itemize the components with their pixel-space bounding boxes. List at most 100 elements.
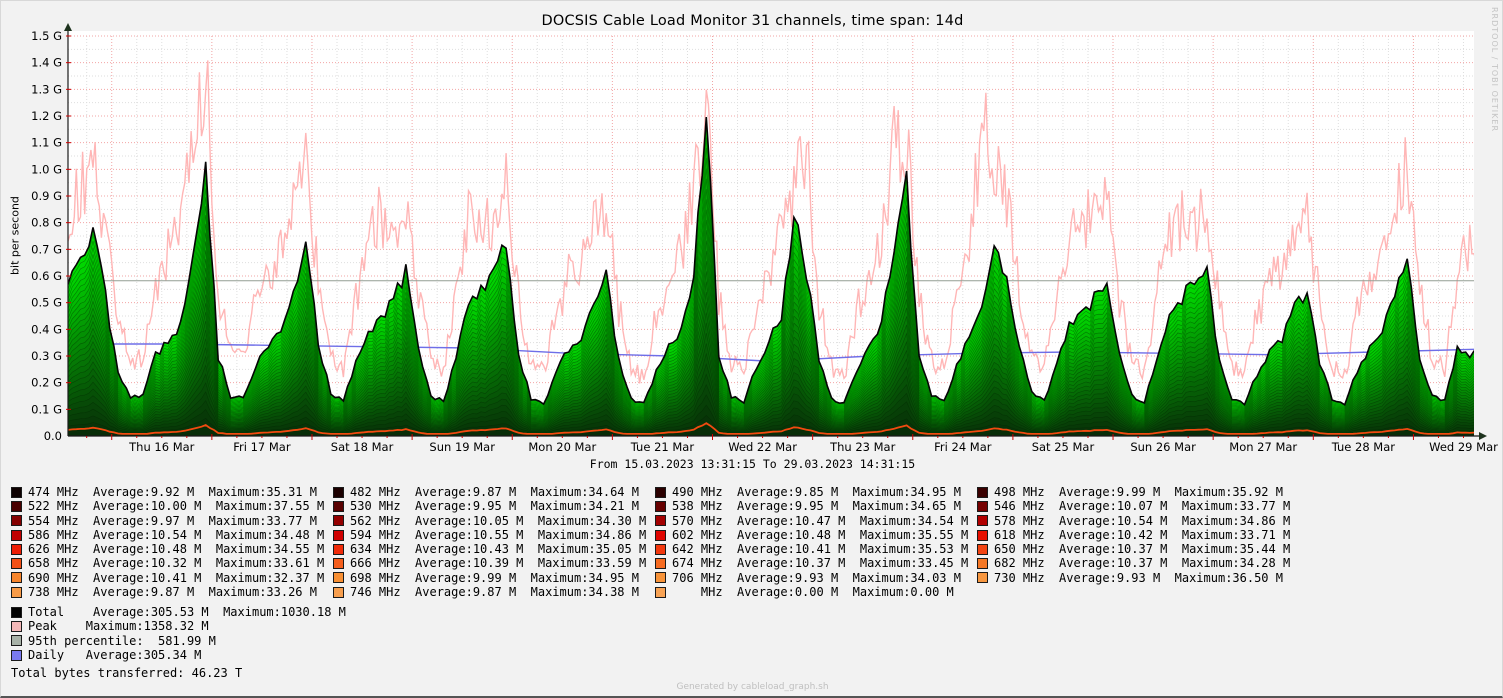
- x-tick-label: Mon 20 Mar: [528, 440, 596, 454]
- y-tick-label: 0.4 G: [31, 322, 62, 336]
- legend-channel-item: 594 MHz Average:10.55 M Maximum:34.86 M: [333, 528, 655, 542]
- channel-swatch: [655, 500, 666, 512]
- channel-swatch: [11, 572, 22, 584]
- legend-channel-item: 746 MHz Average:9.87 M Maximum:34.38 M: [333, 585, 655, 599]
- channel-swatch: [655, 572, 666, 584]
- channel-legend-text: 546 MHz Average:10.07 M Maximum:33.77 M: [994, 499, 1291, 514]
- summary-swatch: [11, 635, 22, 647]
- x-tick-label: Tue 21 Mar: [630, 440, 695, 454]
- x-tick-label: Mon 27 Mar: [1229, 440, 1297, 454]
- channel-legend-text: 578 MHz Average:10.54 M Maximum:34.86 M: [994, 513, 1291, 528]
- channel-legend-text: 482 MHz Average:9.87 M Maximum:34.64 M: [350, 485, 639, 499]
- legend-channel-item: 522 MHz Average:10.00 M Maximum:37.55 M: [11, 499, 333, 513]
- channel-swatch: [333, 558, 344, 570]
- channel-swatch: [977, 486, 988, 498]
- summary-row: Peak Maximum:1358.32 M: [11, 619, 346, 633]
- channel-legend-text: 690 MHz Average:10.41 M Maximum:32.37 M: [28, 570, 325, 585]
- legend-channel-item: 674 MHz Average:10.37 M Maximum:33.45 M: [655, 556, 977, 570]
- x-tick-label: Fri 17 Mar: [233, 440, 291, 454]
- legend-channel-item: 626 MHz Average:10.48 M Maximum:34.55 M: [11, 542, 333, 556]
- y-tick-label: 1.3 G: [31, 82, 62, 96]
- channel-swatch: [11, 486, 22, 498]
- legend-channel-item: 562 MHz Average:10.05 M Maximum:34.30 M: [333, 514, 655, 528]
- summary-text: 95th percentile: 581.99 M: [28, 633, 216, 648]
- channel-swatch: [655, 586, 666, 598]
- channel-legend-text: 626 MHz Average:10.48 M Maximum:34.55 M: [28, 542, 325, 557]
- channel-swatch: [977, 543, 988, 555]
- channel-legend-text: 562 MHz Average:10.05 M Maximum:34.30 M: [350, 513, 647, 528]
- channel-swatch: [977, 572, 988, 584]
- channel-swatch: [11, 558, 22, 570]
- channel-legend-text: 498 MHz Average:9.99 M Maximum:35.92 M: [994, 485, 1283, 499]
- y-tick-label: 1.1 G: [31, 136, 62, 150]
- channel-legend-text: 698 MHz Average:9.99 M Maximum:34.95 M: [350, 570, 639, 585]
- y-tick-label: 0.1 G: [31, 402, 62, 416]
- channel-swatch: [333, 486, 344, 498]
- channel-legend-text: 650 MHz Average:10.37 M Maximum:35.44 M: [994, 542, 1291, 557]
- x-tick-label: Sun 26 Mar: [1130, 440, 1196, 454]
- y-tick-label: 0.2 G: [31, 376, 62, 390]
- y-tick-label: 0.3 G: [31, 349, 62, 363]
- y-tick-label: 1.0 G: [31, 162, 62, 176]
- legend-channel-item: 698 MHz Average:9.99 M Maximum:34.95 M: [333, 571, 655, 585]
- legend-channel-item: 730 MHz Average:9.93 M Maximum:36.50 M: [977, 571, 1299, 585]
- total-bytes-transferred: Total bytes transferred: 46.23 T: [11, 666, 243, 680]
- x-tick-label: Thu 23 Mar: [829, 440, 896, 454]
- series-peak: [68, 60, 1474, 384]
- summary-swatch: [11, 620, 22, 632]
- legend-channel-item: 602 MHz Average:10.48 M Maximum:35.55 M: [655, 528, 977, 542]
- channel-legend-text: 530 MHz Average:9.95 M Maximum:34.21 M: [350, 499, 639, 514]
- series-orange-channel: [68, 422, 1474, 435]
- time-range-subtitle: From 15.03.2023 13:31:15 To 29.03.2023 1…: [589, 457, 916, 471]
- legend-channel-item: 706 MHz Average:9.93 M Maximum:34.03 M: [655, 571, 977, 585]
- rrdtool-watermark: RRDTOOL / TOBI OETIKER: [1490, 7, 1499, 133]
- x-tick-label: Fri 24 Mar: [934, 440, 992, 454]
- generator-footer: Generated by cableload_graph.sh: [676, 682, 829, 692]
- channel-swatch: [977, 558, 988, 570]
- x-tick-label: Tue 28 Mar: [1331, 440, 1396, 454]
- y-tick-label: 0.9 G: [31, 189, 62, 203]
- channel-swatch: [333, 515, 344, 527]
- x-tick-label: Sat 18 Mar: [331, 440, 394, 454]
- legend-channel-item: 666 MHz Average:10.39 M Maximum:33.59 M: [333, 556, 655, 570]
- channel-swatch: [655, 515, 666, 527]
- channel-swatch: [333, 586, 344, 598]
- channel-legend-text: 738 MHz Average:9.87 M Maximum:33.26 M: [28, 585, 317, 600]
- legend-channel-item: 650 MHz Average:10.37 M Maximum:35.44 M: [977, 542, 1299, 556]
- channel-swatch: [977, 529, 988, 541]
- channel-legend-text: 658 MHz Average:10.32 M Maximum:33.61 M: [28, 556, 325, 571]
- summary-swatch: [11, 649, 22, 661]
- legend-channel-item: 482 MHz Average:9.87 M Maximum:34.64 M: [333, 485, 655, 499]
- channel-swatch: [11, 500, 22, 512]
- channel-legend-text: 490 MHz Average:9.85 M Maximum:34.95 M: [672, 485, 961, 499]
- channel-swatch: [333, 529, 344, 541]
- channel-swatch: [333, 543, 344, 555]
- legend-channel-item: 538 MHz Average:9.95 M Maximum:34.65 M: [655, 499, 977, 513]
- channel-legend-text: 642 MHz Average:10.41 M Maximum:35.53 M: [672, 542, 969, 557]
- y-tick-label: 0.6 G: [31, 269, 62, 283]
- channel-legend-text: 746 MHz Average:9.87 M Maximum:34.38 M: [350, 585, 639, 600]
- legend-channel-item: 634 MHz Average:10.43 M Maximum:35.05 M: [333, 542, 655, 556]
- series-total: [68, 116, 1474, 407]
- channel-legend-text: 586 MHz Average:10.54 M Maximum:34.48 M: [28, 527, 325, 542]
- channel-legend-text: 706 MHz Average:9.93 M Maximum:34.03 M: [672, 570, 961, 585]
- channel-legend-text: 554 MHz Average:9.97 M Maximum:33.77 M: [28, 513, 317, 528]
- legend-channel-item: 658 MHz Average:10.32 M Maximum:33.61 M: [11, 556, 333, 570]
- x-tick-label: Sat 25 Mar: [1032, 440, 1095, 454]
- legend-channel-item: 554 MHz Average:9.97 M Maximum:33.77 M: [11, 514, 333, 528]
- channel-swatch: [977, 500, 988, 512]
- y-tick-label: 0.0: [44, 429, 62, 443]
- channel-swatch: [333, 500, 344, 512]
- channel-swatch: [333, 572, 344, 584]
- summary-swatch: [11, 606, 22, 618]
- y-tick-label: 1.4 G: [31, 56, 62, 70]
- summary-row: Total Average:305.53 M Maximum:1030.18 M: [11, 605, 346, 619]
- channel-legend-text: 674 MHz Average:10.37 M Maximum:33.45 M: [672, 556, 969, 571]
- legend-channel-item: 586 MHz Average:10.54 M Maximum:34.48 M: [11, 528, 333, 542]
- channel-legend-text: 634 MHz Average:10.43 M Maximum:35.05 M: [350, 542, 647, 557]
- legend-channel-item: 474 MHz Average:9.92 M Maximum:35.31 M: [11, 485, 333, 499]
- channel-swatch: [11, 586, 22, 598]
- y-tick-label: 1.2 G: [31, 109, 62, 123]
- legend-channel-item: 578 MHz Average:10.54 M Maximum:34.86 M: [977, 514, 1299, 528]
